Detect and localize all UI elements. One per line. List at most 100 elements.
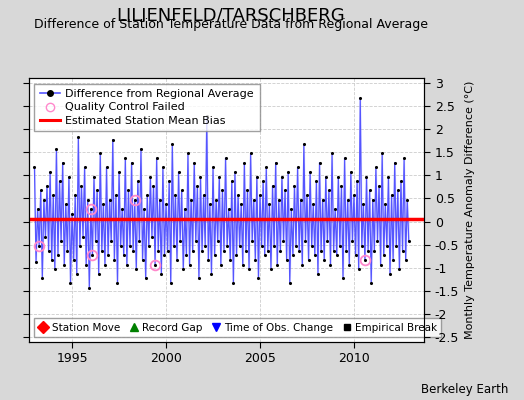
Point xyxy=(397,178,405,184)
Point xyxy=(116,243,125,249)
Point xyxy=(108,136,117,143)
Point xyxy=(113,280,122,286)
Point xyxy=(351,252,359,258)
Point xyxy=(49,192,58,198)
Point xyxy=(341,155,349,161)
Point xyxy=(176,238,184,245)
Point xyxy=(384,173,392,180)
Point xyxy=(196,173,205,180)
Point xyxy=(309,201,318,208)
Point xyxy=(96,150,104,157)
Point xyxy=(400,155,408,161)
Point xyxy=(210,252,219,258)
Point xyxy=(121,155,129,161)
Point xyxy=(123,261,131,268)
Point xyxy=(370,248,378,254)
Point xyxy=(193,183,202,189)
Point xyxy=(368,196,377,203)
Point xyxy=(145,243,153,249)
Point xyxy=(97,248,106,254)
Point xyxy=(41,234,50,240)
Point xyxy=(331,206,340,212)
Point xyxy=(112,192,120,198)
Point xyxy=(290,183,299,189)
Point xyxy=(336,243,344,249)
Point xyxy=(52,146,61,152)
Point xyxy=(204,257,213,263)
Point xyxy=(126,243,134,249)
Point xyxy=(293,164,302,170)
Point xyxy=(171,192,180,198)
Point xyxy=(57,238,66,245)
Point xyxy=(286,280,294,286)
Point xyxy=(246,150,255,157)
Point xyxy=(75,243,84,249)
Point xyxy=(300,141,308,147)
Point xyxy=(383,243,391,249)
Point xyxy=(389,257,397,263)
Point xyxy=(162,201,170,208)
Point xyxy=(354,266,363,272)
Point xyxy=(251,257,259,263)
Point xyxy=(231,169,239,175)
Point xyxy=(264,248,272,254)
Point xyxy=(102,164,111,170)
Point xyxy=(32,259,40,266)
Point xyxy=(185,261,194,268)
Point xyxy=(270,243,278,249)
Point xyxy=(72,271,81,277)
Point xyxy=(189,248,197,254)
Point xyxy=(375,183,383,189)
Point xyxy=(328,150,336,157)
Point xyxy=(344,196,352,203)
Point xyxy=(209,164,217,170)
Point xyxy=(373,238,381,245)
Point xyxy=(347,169,355,175)
Point xyxy=(77,183,85,189)
Point xyxy=(215,173,223,180)
Point xyxy=(218,187,226,194)
Point xyxy=(179,266,188,272)
Point xyxy=(326,261,335,268)
Point xyxy=(403,196,411,203)
Point xyxy=(253,173,261,180)
Y-axis label: Monthly Temperature Anomaly Difference (°C): Monthly Temperature Anomaly Difference (… xyxy=(465,81,475,339)
Point xyxy=(154,248,162,254)
Text: Berkeley Earth: Berkeley Earth xyxy=(421,383,508,396)
Point xyxy=(124,187,133,194)
Point xyxy=(392,243,400,249)
Point xyxy=(146,173,155,180)
Point xyxy=(148,234,156,240)
Point xyxy=(257,243,266,249)
Point xyxy=(333,252,341,258)
Point xyxy=(157,271,166,277)
Point xyxy=(165,178,173,184)
Point xyxy=(282,257,291,263)
Point xyxy=(127,160,136,166)
Point xyxy=(297,196,305,203)
Point xyxy=(394,187,402,194)
Point xyxy=(90,173,98,180)
Point xyxy=(367,280,375,286)
Point xyxy=(184,150,192,157)
Point xyxy=(105,196,114,203)
Point xyxy=(63,248,72,254)
Point xyxy=(303,192,311,198)
Point xyxy=(195,275,203,282)
Point xyxy=(357,243,366,249)
Point xyxy=(249,196,258,203)
Point xyxy=(238,261,247,268)
Point xyxy=(137,146,145,152)
Point xyxy=(35,243,43,249)
Point xyxy=(337,183,346,189)
Point xyxy=(378,150,386,157)
Point xyxy=(69,257,78,263)
Point xyxy=(405,238,413,245)
Point xyxy=(364,248,372,254)
Point xyxy=(190,160,199,166)
Point xyxy=(319,196,327,203)
Point xyxy=(134,178,142,184)
Point xyxy=(187,196,195,203)
Point xyxy=(398,248,407,254)
Point xyxy=(267,266,275,272)
